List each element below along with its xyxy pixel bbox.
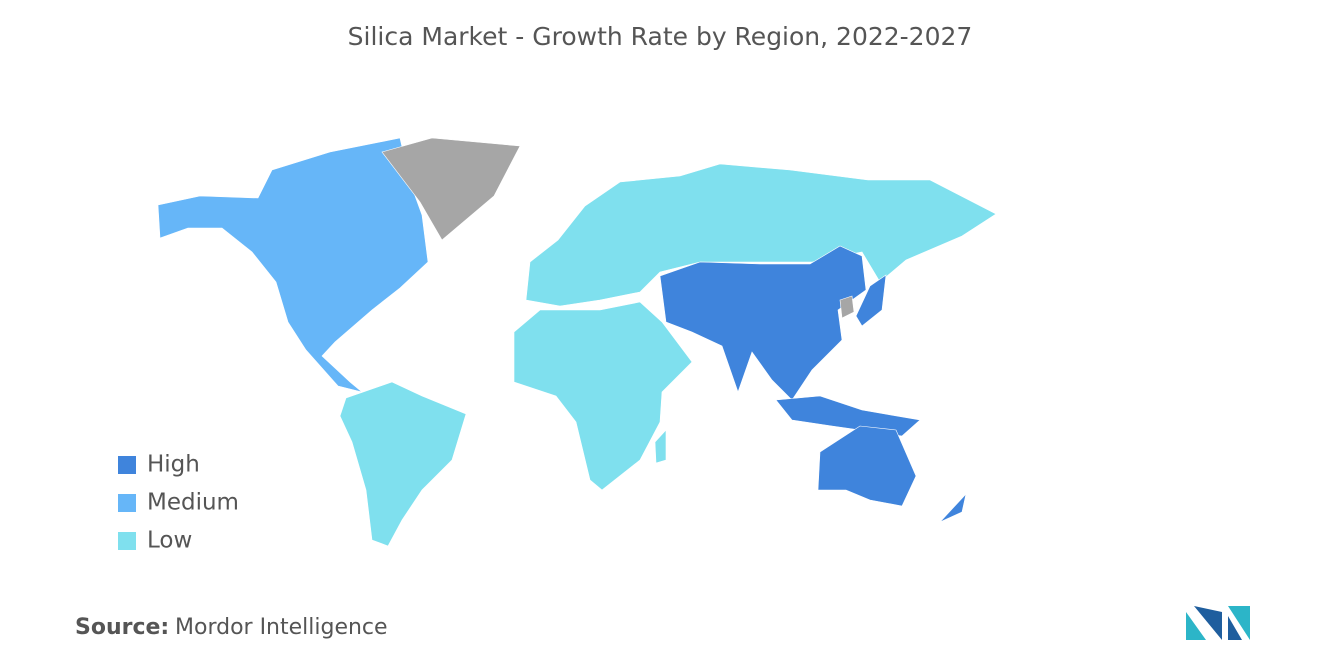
greenland bbox=[381, 137, 521, 241]
legend-label: High bbox=[147, 452, 200, 478]
new-zealand bbox=[939, 492, 967, 523]
logo-part bbox=[1228, 606, 1250, 640]
legend-label: Medium bbox=[147, 490, 239, 516]
europe-russia bbox=[525, 163, 997, 307]
madagascar bbox=[654, 429, 667, 464]
asia bbox=[659, 245, 867, 401]
logo bbox=[1186, 606, 1250, 640]
australia bbox=[817, 425, 917, 507]
logo-part bbox=[1194, 606, 1222, 640]
source-label: Source: bbox=[75, 615, 169, 640]
source-text: Mordor Intelligence bbox=[175, 615, 388, 640]
korea bbox=[839, 295, 855, 319]
south-america bbox=[339, 381, 467, 547]
southeast-asia-islands bbox=[775, 395, 921, 437]
legend: High Medium Low bbox=[118, 452, 239, 554]
chart-title: Silica Market - Growth Rate by Region, 2… bbox=[348, 22, 973, 51]
legend-swatch bbox=[118, 532, 136, 550]
legend-label: Low bbox=[147, 528, 192, 554]
africa-middle-east bbox=[513, 301, 693, 491]
legend-swatch bbox=[118, 456, 136, 474]
logo-part bbox=[1228, 616, 1242, 640]
north-america bbox=[157, 137, 429, 393]
world-map bbox=[157, 137, 997, 547]
japan bbox=[855, 274, 887, 327]
logo-part bbox=[1186, 612, 1206, 640]
legend-swatch bbox=[118, 494, 136, 512]
